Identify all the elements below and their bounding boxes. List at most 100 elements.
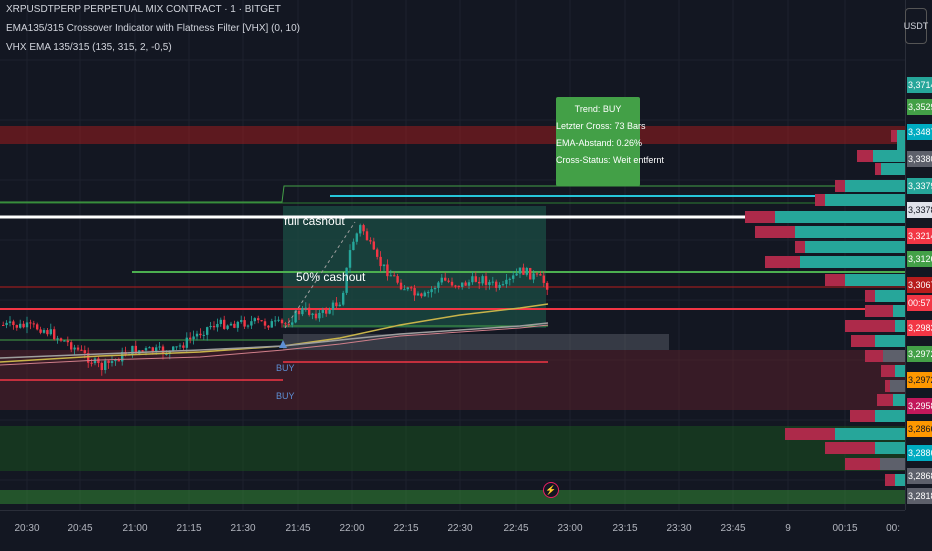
time-tick: 22:45	[503, 523, 529, 534]
time-tick: 22:15	[393, 523, 419, 534]
volume-profile-bar	[835, 428, 905, 440]
candle	[386, 264, 389, 277]
candle	[73, 347, 76, 350]
candle	[2, 325, 5, 326]
candle	[22, 323, 25, 328]
candle	[287, 323, 290, 325]
candle	[301, 308, 304, 315]
volume-profile-bar	[825, 442, 875, 454]
candle	[236, 321, 239, 328]
volume-profile-bar	[795, 241, 805, 253]
chart-area[interactable]: XRPUSDTPERP PERPETUAL MIX CONTRACT · 1 ·…	[0, 0, 905, 510]
candle	[430, 289, 433, 293]
volume-profile-bar	[893, 305, 905, 317]
candle	[229, 323, 233, 326]
candle	[90, 362, 93, 364]
candle	[461, 282, 464, 287]
candle	[525, 267, 528, 275]
candle	[542, 275, 545, 283]
volume-profile-bar	[857, 150, 873, 162]
candle	[253, 318, 256, 322]
candle	[206, 327, 209, 335]
candle	[318, 312, 321, 319]
symbol-title[interactable]: XRPUSDTPERP PERPETUAL MIX CONTRACT · 1 ·…	[6, 4, 281, 15]
candle	[257, 318, 260, 321]
candle	[192, 336, 195, 340]
candle	[263, 321, 267, 326]
volume-profile-bar	[895, 365, 905, 377]
candle	[447, 280, 450, 282]
candle	[219, 319, 222, 324]
candle	[185, 337, 188, 348]
buy-signal-label: BUY	[276, 391, 295, 401]
candle	[495, 281, 498, 288]
flash-icon[interactable]: ⚡	[543, 482, 559, 498]
candle	[348, 250, 352, 268]
candle	[396, 276, 399, 283]
candle	[36, 324, 39, 330]
candle	[331, 302, 335, 310]
candle	[182, 345, 185, 348]
time-tick: 9	[785, 523, 791, 534]
candle	[481, 276, 484, 284]
candle	[508, 278, 511, 280]
candle	[148, 347, 151, 349]
candle	[110, 361, 114, 363]
price-tag: 3,3487	[907, 124, 932, 140]
indicator-legend-1[interactable]: EMA135/315 Crossover Indicator with Flat…	[6, 23, 301, 34]
candle	[297, 310, 301, 315]
buy-signal-label: BUY	[276, 363, 295, 373]
half-cashout-label: 50% cashout	[296, 270, 366, 284]
candle	[97, 358, 100, 364]
time-tick: 21:15	[176, 523, 202, 534]
candle	[478, 281, 481, 284]
candle	[467, 282, 471, 286]
ema-line	[0, 324, 549, 366]
candle	[49, 329, 52, 335]
candle	[321, 310, 324, 313]
chart-canvas[interactable]	[0, 0, 905, 510]
currency-button[interactable]: USDT	[904, 8, 928, 44]
volume-profile-bar	[883, 350, 905, 362]
level-line	[0, 185, 905, 203]
volume-profile-bar	[775, 211, 905, 223]
candle	[515, 273, 518, 276]
price-tag: 3,3126	[907, 251, 932, 267]
candle	[382, 264, 386, 267]
price-tag: 3,3714	[907, 77, 932, 93]
volume-profile-bar	[885, 380, 890, 392]
candle	[121, 351, 124, 362]
volume-profile-bar	[895, 320, 905, 332]
candle	[518, 267, 522, 274]
price-scale[interactable]: 3,3714 3,3529 3,3487 3,3380 3,3379 3,3378 3,32…	[905, 0, 932, 510]
candle	[304, 307, 307, 309]
candle	[423, 292, 426, 297]
time-tick: 21:45	[285, 523, 311, 534]
candle	[155, 347, 158, 353]
last-cross-line: Letzter Cross: 73 Bars	[556, 121, 646, 131]
candle	[280, 319, 284, 324]
price-tag: 3,2886	[907, 445, 932, 461]
volume-profile-bar	[875, 335, 905, 347]
volume-profile-bar	[850, 410, 875, 422]
candle	[291, 322, 294, 325]
time-axis[interactable]: 20:30 20:45 21:00 21:15 21:30 21:45 22:00 22:15…	[0, 510, 905, 551]
volume-profile-bar	[845, 320, 895, 332]
candle	[15, 325, 18, 328]
candle	[546, 282, 549, 290]
indicator-legend-2[interactable]: VHX EMA 135/315 (135, 315, 2, -0,5)	[6, 42, 172, 53]
price-tag: 3,2972	[907, 346, 932, 362]
candle	[355, 233, 358, 242]
candle	[107, 360, 110, 363]
volume-profile-bar	[805, 241, 905, 253]
volume-profile-bar	[873, 150, 905, 162]
volume-profile-bar	[795, 226, 905, 238]
candle	[427, 292, 430, 294]
volume-profile-bar	[845, 274, 905, 286]
candle	[80, 349, 83, 351]
time-tick: 21:30	[230, 523, 256, 534]
candle	[83, 350, 86, 354]
candle	[529, 267, 532, 280]
time-tick: 23:15	[612, 523, 638, 534]
volume-profile-bar	[895, 474, 905, 486]
